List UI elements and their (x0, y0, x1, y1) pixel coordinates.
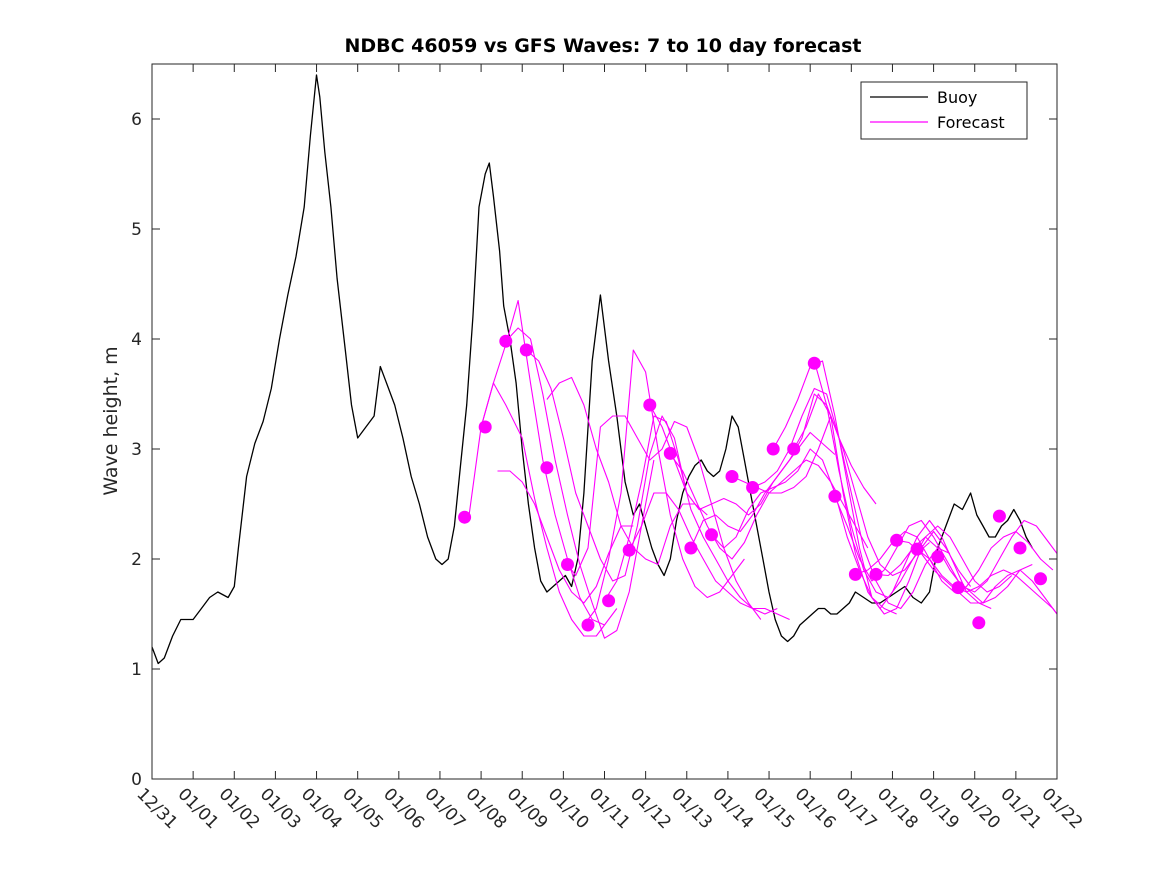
forecast-point-21 (890, 533, 904, 547)
y-tick-label-0: 0 (131, 770, 142, 790)
forecast-run-line-5 (546, 376, 708, 566)
forecast-point-1 (478, 420, 492, 434)
y-tick-label-6: 6 (131, 110, 142, 130)
forecast-run-line-19 (834, 496, 1033, 604)
y-axis-label: Wave height, m (100, 346, 122, 495)
forecast-run-line-22 (896, 539, 1057, 615)
forecast-point-2 (499, 334, 513, 348)
forecast-point-20 (869, 567, 883, 581)
forecast-point-17 (807, 356, 821, 370)
forecast-run-line-10 (649, 404, 836, 516)
forecast-run-line-6 (562, 415, 762, 620)
forecast-run-line-18 (813, 360, 1013, 599)
forecast-run-line-8 (604, 415, 778, 615)
forecast-point-11 (684, 541, 698, 555)
forecast-run-line-9 (628, 492, 790, 621)
forecast-run-line-23 (916, 548, 1057, 615)
forecast-point-7 (602, 594, 616, 608)
y-tick-label-4: 4 (131, 330, 142, 350)
legend-label-1: Forecast (937, 113, 1005, 132)
forecast-point-4 (540, 461, 554, 475)
forecast-run-line-1 (480, 299, 618, 626)
forecast-run-line-7 (583, 349, 745, 626)
forecast-run-line-12 (690, 393, 877, 549)
forecast-point-5 (561, 558, 574, 571)
forecast-point-9 (643, 398, 657, 412)
forecast-point-19 (848, 567, 862, 581)
y-tick-label-2: 2 (131, 550, 142, 570)
forecast-point-13 (725, 470, 739, 483)
forecast-point-3 (519, 343, 533, 357)
forecast-point-6 (581, 618, 595, 632)
forecast-point-24 (951, 581, 965, 595)
forecast-point-22 (910, 542, 924, 556)
forecast-point-28 (1034, 572, 1047, 586)
forecast-point-23 (931, 550, 945, 564)
forecast-run-line-3 (505, 327, 655, 639)
forecast-point-18 (828, 489, 842, 503)
legend-label-0: Buoy (937, 88, 977, 107)
y-tick-label-1: 1 (131, 660, 142, 680)
chart-title: NDBC 46059 vs GFS Waves: 7 to 10 day for… (344, 35, 861, 57)
forecast-point-10 (663, 446, 677, 460)
forecast-point-15 (766, 442, 780, 456)
forecast-run-line-15 (752, 387, 951, 610)
forecast-point-27 (1013, 541, 1027, 555)
legend-box (860, 81, 1028, 140)
y-tick-label-3: 3 (131, 440, 142, 460)
forecast-point-16 (787, 442, 801, 456)
forecast-point-14 (746, 481, 760, 494)
forecast-point-12 (705, 528, 718, 542)
forecast-run-line-21 (875, 519, 1057, 593)
y-tick-label-5: 5 (131, 220, 142, 240)
forecast-point-26 (992, 509, 1006, 523)
legend: Buoy Forecast (860, 81, 1028, 140)
forecast-point-0 (458, 510, 472, 524)
forecast-point-25 (972, 616, 986, 630)
forecast-point-8 (622, 543, 636, 557)
